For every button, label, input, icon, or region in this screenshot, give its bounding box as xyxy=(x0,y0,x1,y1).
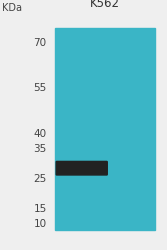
Text: 15: 15 xyxy=(33,204,47,214)
FancyBboxPatch shape xyxy=(56,162,107,175)
Text: KDa: KDa xyxy=(2,3,22,13)
Text: 70: 70 xyxy=(34,38,47,48)
Text: 25: 25 xyxy=(33,174,47,184)
Text: K562: K562 xyxy=(90,0,120,10)
Text: 55: 55 xyxy=(33,83,47,93)
Text: 35: 35 xyxy=(33,144,47,154)
Bar xyxy=(55,28,155,230)
Text: 40: 40 xyxy=(34,128,47,138)
Text: 10: 10 xyxy=(34,219,47,229)
